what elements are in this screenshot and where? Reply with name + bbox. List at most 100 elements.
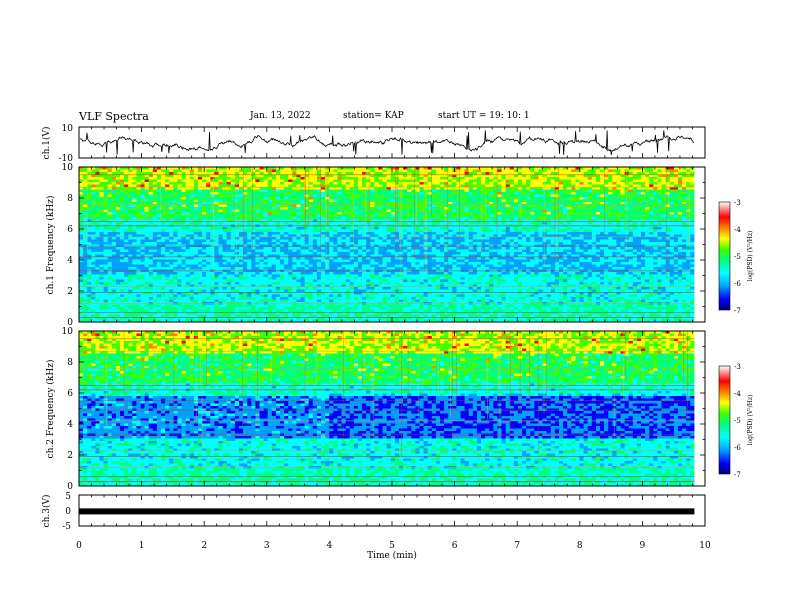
spectrogram-cell bbox=[321, 187, 326, 190]
spectrogram-cell bbox=[587, 247, 593, 250]
spectrogram-cell bbox=[476, 172, 482, 175]
spectrogram-cell bbox=[284, 217, 289, 220]
spectrogram-cell bbox=[111, 227, 117, 230]
spectrogram-cell bbox=[657, 192, 662, 195]
spectrogram-cell bbox=[554, 204, 560, 208]
spectrogram-cell bbox=[669, 209, 675, 213]
spectrogram-cell bbox=[632, 172, 638, 175]
spectrogram-cell bbox=[616, 227, 621, 230]
spectrogram-cell bbox=[583, 217, 588, 220]
spectrogram-cell bbox=[440, 172, 445, 175]
spectrogram-cell bbox=[197, 239, 203, 243]
spectrogram-cell bbox=[140, 167, 145, 170]
spectrogram-cell bbox=[374, 179, 379, 183]
spectrogram-cell bbox=[472, 209, 478, 213]
spectrogram-cell bbox=[247, 242, 252, 245]
spectrogram-cell bbox=[485, 219, 490, 223]
spectrogram-cell bbox=[571, 184, 576, 188]
spectrogram-cell bbox=[91, 212, 96, 215]
spectrogram-cell bbox=[690, 194, 695, 198]
spectrogram-cell bbox=[226, 179, 232, 183]
spectrogram-cell bbox=[234, 187, 240, 190]
spectrogram-cell bbox=[690, 237, 695, 240]
spectrogram-cell bbox=[329, 172, 334, 175]
spectrogram-cell bbox=[173, 222, 178, 225]
spectrogram-cell bbox=[415, 192, 420, 195]
spectrogram-cell bbox=[152, 179, 158, 183]
spectrogram-cell bbox=[542, 172, 547, 175]
spectrogram-cell bbox=[505, 197, 511, 200]
spectrogram-cell bbox=[321, 199, 326, 203]
spectrogram-cell bbox=[374, 182, 379, 185]
spectrogram-cell bbox=[682, 227, 687, 230]
spectrogram-cell bbox=[456, 167, 461, 170]
spectrogram-cell bbox=[247, 172, 252, 175]
spectrogram-cell bbox=[189, 212, 195, 215]
spectrogram-cell bbox=[579, 242, 584, 245]
spectrogram-cell bbox=[362, 242, 367, 245]
spectrogram-cell bbox=[165, 247, 170, 250]
spectrogram-cell bbox=[407, 199, 412, 203]
spectrogram-cell bbox=[600, 172, 605, 175]
spectrogram-cell bbox=[632, 212, 638, 215]
spectrogram-cell bbox=[349, 184, 355, 188]
spectrogram-cell bbox=[259, 169, 264, 173]
spectrogram-cell bbox=[456, 184, 461, 188]
spectrogram-cell bbox=[546, 184, 552, 188]
spectrogram-cell bbox=[481, 174, 486, 178]
spectrogram-cell bbox=[99, 177, 104, 180]
spectrogram-cell bbox=[501, 227, 506, 230]
spectrogram-cell bbox=[653, 212, 658, 215]
spectrogram-cell bbox=[632, 184, 638, 188]
spectrogram-cell bbox=[468, 177, 474, 180]
spectrogram-cell bbox=[641, 209, 646, 213]
spectrogram-cell bbox=[292, 207, 297, 210]
spectrogram-cell bbox=[682, 194, 687, 198]
spectrogram-cell bbox=[115, 189, 121, 193]
spectrogram-cell bbox=[526, 229, 531, 233]
spectrogram-cell bbox=[333, 169, 338, 173]
spectrogram-cell bbox=[132, 229, 137, 233]
spectrogram-cell bbox=[251, 242, 256, 245]
spectrogram-cell bbox=[435, 214, 441, 218]
spectrogram-cell bbox=[238, 192, 244, 195]
spectrogram-cell bbox=[600, 242, 605, 245]
spectrogram-cell bbox=[636, 177, 642, 180]
spectrogram-cell bbox=[197, 247, 203, 250]
spectrogram-cell bbox=[501, 219, 506, 223]
spectrogram-cell bbox=[181, 182, 186, 185]
spectrogram-cell bbox=[411, 247, 416, 250]
spectrogram-cell bbox=[197, 192, 203, 195]
spectrogram-cell bbox=[136, 239, 141, 243]
spectrogram-cell bbox=[156, 204, 162, 208]
spectrogram-cell bbox=[476, 167, 482, 170]
spectrogram-cell bbox=[152, 204, 158, 208]
spectrogram-cell bbox=[148, 219, 154, 223]
spectrogram-cell bbox=[661, 207, 666, 210]
spectrogram-cell bbox=[214, 239, 219, 243]
spectrogram-cell bbox=[238, 247, 244, 250]
spectrogram-cell bbox=[144, 207, 150, 210]
spectrogram-cell bbox=[362, 219, 367, 223]
spectrogram-cell bbox=[304, 192, 310, 195]
spectrogram-cell bbox=[587, 232, 593, 235]
spectrogram-cell bbox=[550, 167, 556, 170]
spectrogram-cell bbox=[304, 199, 310, 203]
spectrogram-cell bbox=[636, 179, 642, 183]
spectrogram-cell bbox=[226, 192, 232, 195]
spectrogram-cell bbox=[448, 232, 453, 235]
spectrogram-cell bbox=[673, 232, 679, 235]
spectrogram-cell bbox=[534, 212, 539, 215]
spectrogram-cell bbox=[210, 177, 215, 180]
spectrogram-cell bbox=[230, 212, 236, 215]
spectrogram-cell bbox=[632, 234, 638, 238]
spectrogram-cell bbox=[435, 202, 441, 205]
spectrogram-cell bbox=[390, 172, 396, 175]
spectrogram-cell bbox=[115, 237, 121, 240]
spectrogram-cell bbox=[325, 232, 330, 235]
spectrogram-cell bbox=[608, 174, 613, 178]
spectrogram-cell bbox=[132, 189, 137, 193]
spectrogram-cell bbox=[563, 189, 568, 193]
spectrogram-cell bbox=[95, 247, 100, 250]
spectrogram-cell bbox=[567, 172, 572, 175]
